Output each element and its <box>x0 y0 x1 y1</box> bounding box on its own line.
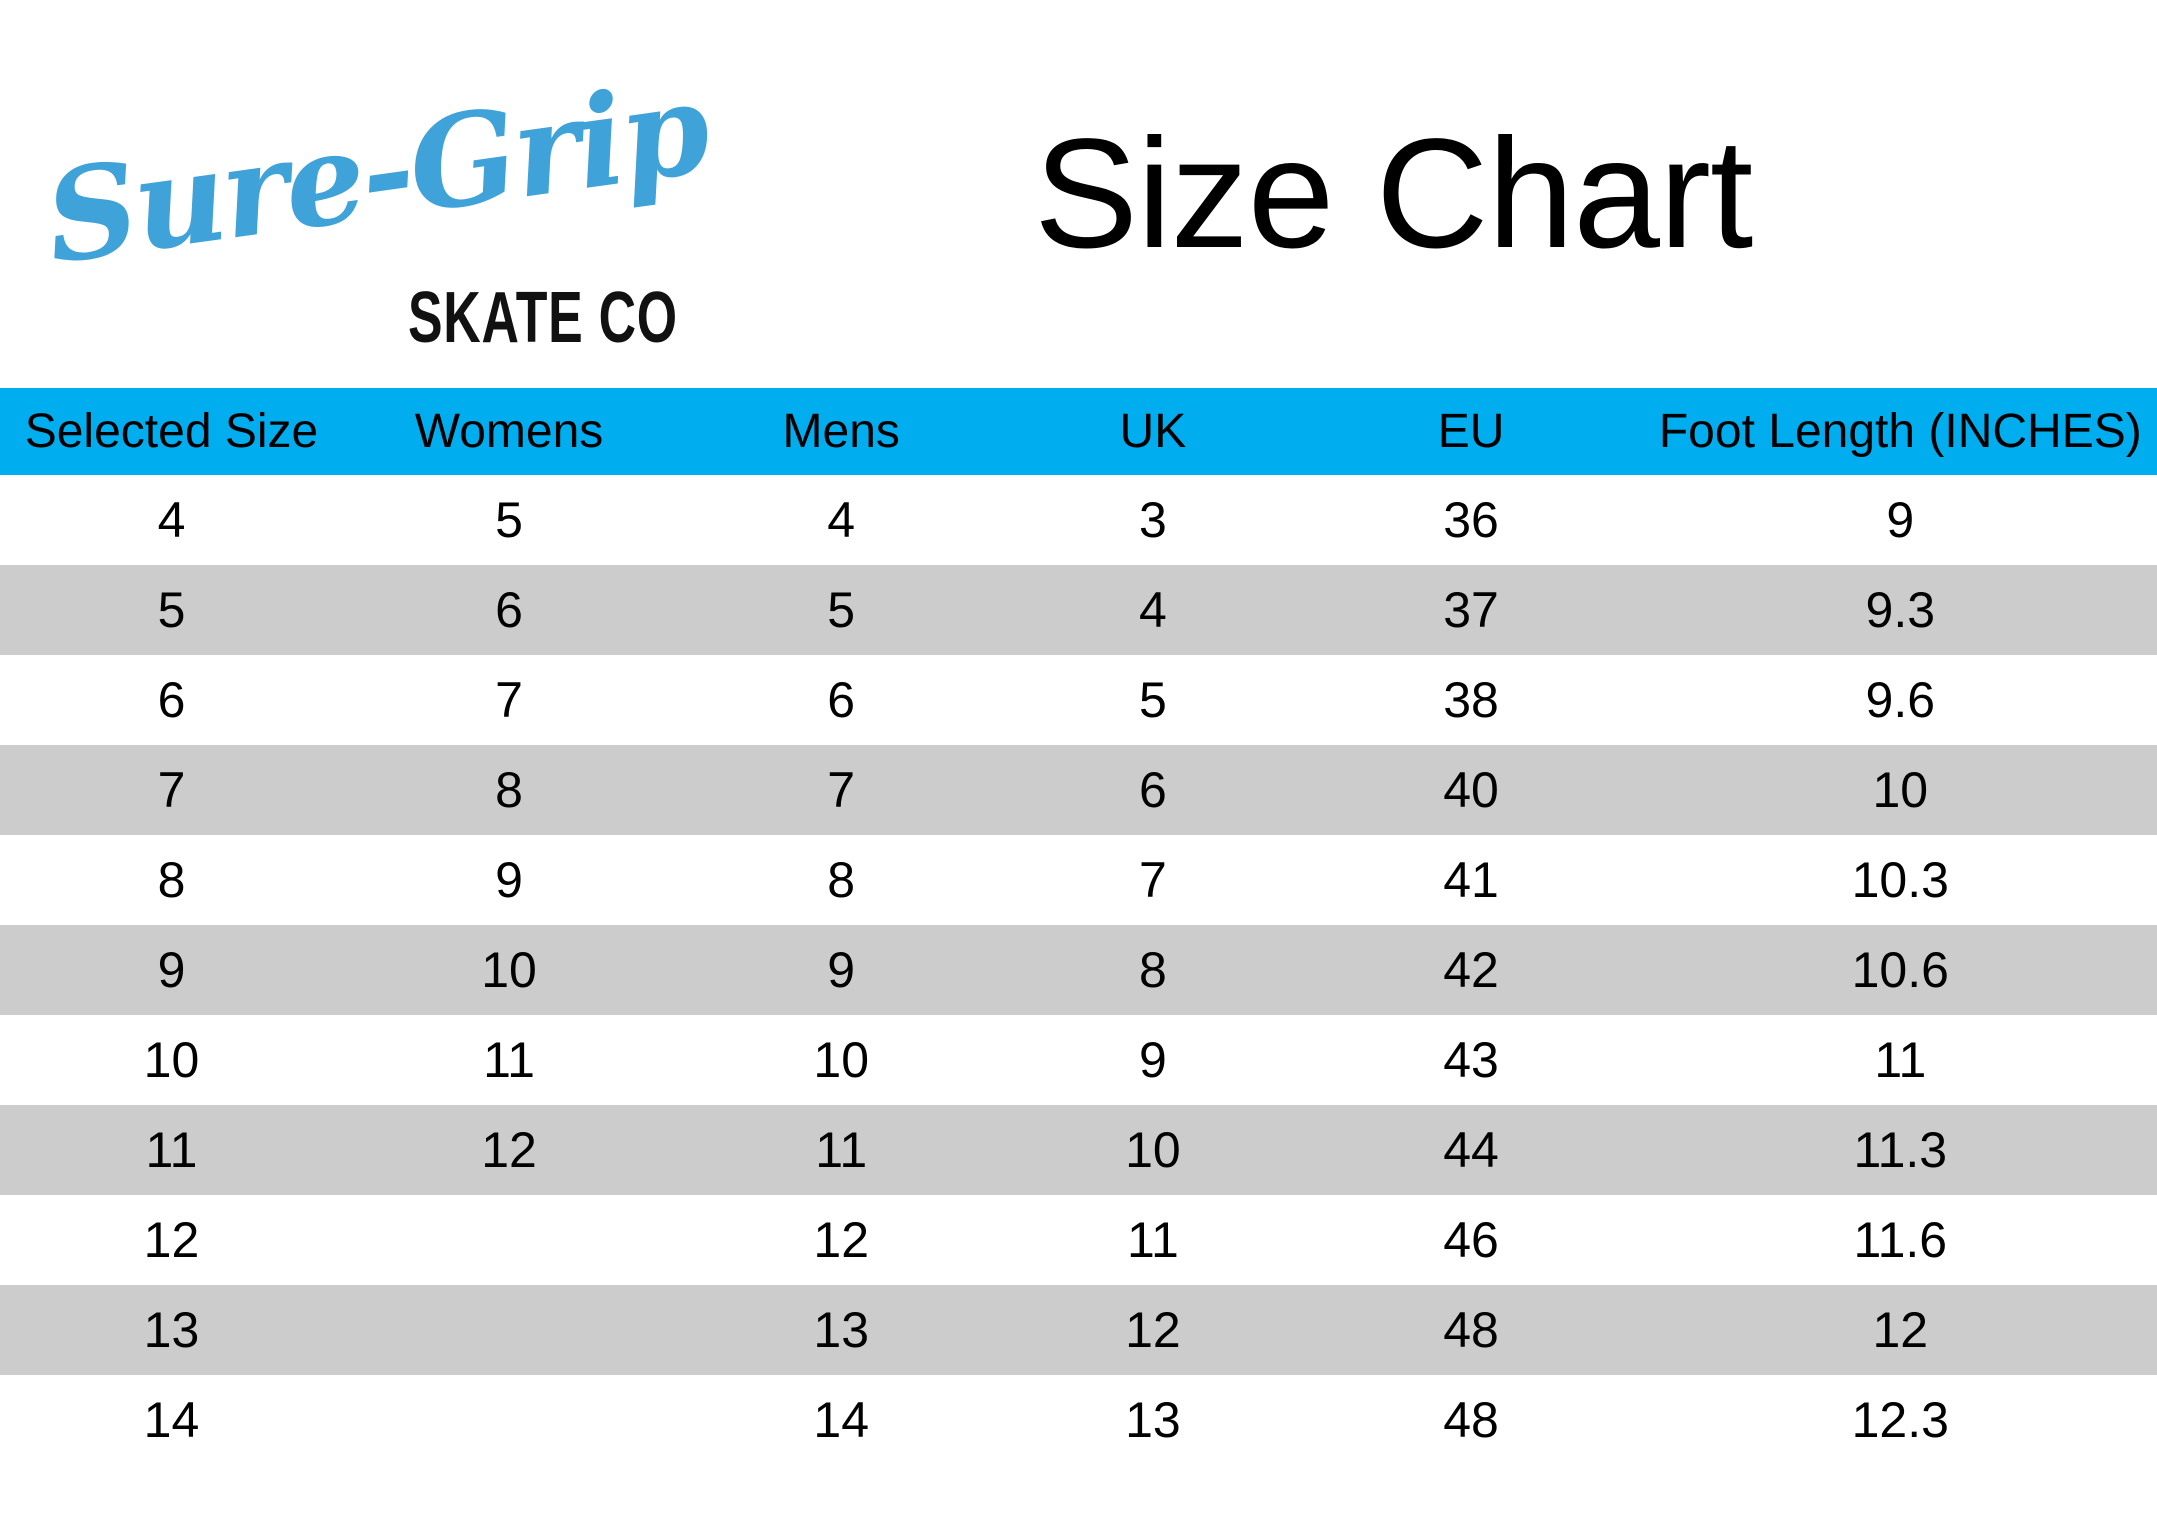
table-cell: 6 <box>827 672 856 728</box>
table-row: 8 9 8 7 41 10.3 <box>0 835 2157 925</box>
table-row: 10 11 10 9 43 11 <box>0 1015 2157 1105</box>
col-header-mens: Mens <box>782 405 900 458</box>
table-cell: 14 <box>813 1392 870 1448</box>
col-header-womens: Womens <box>414 405 604 458</box>
table-cell: 43 <box>1443 1032 1499 1088</box>
table-row: 14 14 13 48 12.3 <box>0 1375 2157 1465</box>
table-cell: 10 <box>481 942 537 998</box>
table-cell: 41 <box>1443 852 1499 908</box>
table-cell: 37 <box>1443 582 1499 638</box>
table-row: 6 7 6 5 38 9.6 <box>0 655 2157 745</box>
table-cell: 9.6 <box>1865 672 1936 728</box>
table-row: 5 6 5 4 37 9.3 <box>0 565 2157 655</box>
table-cell: 10.6 <box>1851 942 1949 998</box>
table-cell: 12 <box>1872 1302 1929 1358</box>
col-header-eu: EU <box>1437 405 1505 458</box>
table-cell: 7 <box>157 762 186 818</box>
table-cell: 11 <box>1126 1212 1179 1268</box>
table-row: 4 5 4 3 36 9 <box>0 475 2157 565</box>
table-cell: 10 <box>813 1032 870 1088</box>
table-cell: 11.6 <box>1853 1212 1948 1268</box>
table-cell: 7 <box>495 672 523 728</box>
table-cell: 8 <box>157 852 186 908</box>
table-body: 4 5 4 3 36 9 5 6 5 4 37 9.3 6 7 6 5 38 9.6 7 8 7 6 40 10 8 9 8 7 41 1… <box>0 475 2157 1465</box>
table-cell: 12 <box>1125 1302 1181 1358</box>
table-cell: 6 <box>157 672 186 728</box>
table-cell: 5 <box>827 582 856 638</box>
table-cell: 7 <box>827 762 856 818</box>
table-cell: 11 <box>145 1122 198 1178</box>
table-cell: 5 <box>157 582 186 638</box>
table-cell: 9 <box>1138 1032 1167 1088</box>
table-cell: 48 <box>1443 1392 1499 1448</box>
size-chart-table: Selected Size Womens Mens UK EU Foot Len… <box>0 388 2157 1465</box>
table-cell: 8 <box>827 852 856 908</box>
table-cell: 14 <box>143 1392 200 1448</box>
table-cell: 9 <box>495 852 523 908</box>
table-cell: 10.3 <box>1851 852 1949 908</box>
table-cell: 7 <box>1138 852 1167 908</box>
table-cell: 48 <box>1443 1302 1499 1358</box>
table-cell: 12 <box>481 1122 537 1178</box>
table-cell: 10 <box>1872 762 1929 818</box>
table-cell: 46 <box>1443 1212 1499 1268</box>
table-cell: 8 <box>1138 942 1167 998</box>
table-cell <box>343 1195 675 1285</box>
table-cell: 4 <box>157 492 186 548</box>
table-cell: 11.3 <box>1853 1122 1948 1178</box>
table-cell: 12 <box>813 1212 870 1268</box>
table-cell: 4 <box>827 492 856 548</box>
page-title: Size Chart <box>1034 107 1753 281</box>
table-row: 7 8 7 6 40 10 <box>0 745 2157 835</box>
table-row: 13 13 12 48 12 <box>0 1285 2157 1375</box>
table-cell: 13 <box>1125 1392 1181 1448</box>
table-cell: 11 <box>1874 1032 1927 1088</box>
table-cell: 13 <box>813 1302 870 1358</box>
table-cell: 6 <box>495 582 523 638</box>
table-cell: 9 <box>157 942 186 998</box>
logo-subtitle: SKATE CO <box>408 278 678 358</box>
table-cell: 11 <box>815 1122 868 1178</box>
table-cell: 5 <box>495 492 523 548</box>
table-cell: 10 <box>143 1032 200 1088</box>
table-row: 11 12 11 10 44 11.3 <box>0 1105 2157 1195</box>
table-cell <box>343 1285 675 1375</box>
table-cell: 42 <box>1443 942 1499 998</box>
table-cell: 38 <box>1443 672 1499 728</box>
table-row: 12 12 11 46 11.6 <box>0 1195 2157 1285</box>
table-cell: 36 <box>1443 492 1499 548</box>
table-row: 9 10 9 8 42 10.6 <box>0 925 2157 1015</box>
col-header-selected-size: Selected Size <box>24 405 319 458</box>
logo-script-text: Sure-Grip <box>36 53 716 293</box>
table-cell: 6 <box>1138 762 1167 818</box>
table-cell: 3 <box>1138 492 1167 548</box>
table-cell: 9 <box>1886 492 1915 548</box>
table-cell: 5 <box>1138 672 1167 728</box>
table-cell: 12.3 <box>1851 1392 1949 1448</box>
table-cell: 10 <box>1125 1122 1181 1178</box>
table-cell: 4 <box>1138 582 1167 638</box>
col-header-uk: UK <box>1119 405 1187 458</box>
table-cell: 11 <box>483 1032 535 1088</box>
table-cell: 9.3 <box>1865 582 1936 638</box>
table-cell: 9 <box>827 942 856 998</box>
table-cell: 12 <box>143 1212 200 1268</box>
table-cell: 13 <box>143 1302 200 1358</box>
table-cell: 44 <box>1443 1122 1499 1178</box>
table-cell: 8 <box>495 762 523 818</box>
table-header-row: Selected Size Womens Mens UK EU Foot Len… <box>0 388 2157 475</box>
col-header-foot-length: Foot Length (INCHES) <box>1658 405 2142 458</box>
table-cell: 40 <box>1443 762 1499 818</box>
table-cell <box>343 1375 675 1465</box>
